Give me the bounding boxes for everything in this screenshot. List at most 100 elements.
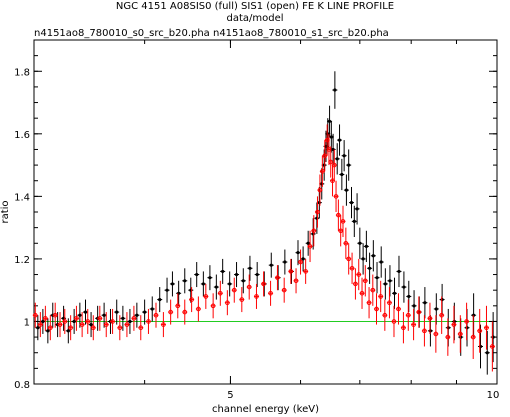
marker bbox=[361, 257, 365, 261]
marker bbox=[143, 310, 147, 314]
marker bbox=[83, 310, 88, 314]
data-point bbox=[65, 318, 71, 344]
marker bbox=[241, 279, 245, 283]
marker bbox=[340, 172, 344, 177]
data-point bbox=[157, 287, 163, 313]
data-series bbox=[32, 71, 496, 375]
data-point bbox=[40, 308, 46, 334]
marker bbox=[150, 307, 154, 311]
marker bbox=[317, 201, 321, 205]
marker bbox=[366, 300, 372, 305]
data-point bbox=[477, 308, 483, 353]
data-point bbox=[194, 262, 200, 288]
marker bbox=[407, 294, 411, 299]
data-point bbox=[281, 277, 287, 303]
marker bbox=[392, 291, 397, 295]
data-point bbox=[52, 302, 58, 328]
marker bbox=[387, 300, 392, 305]
data-point bbox=[338, 215, 344, 247]
marker bbox=[246, 284, 252, 290]
series-0 bbox=[35, 71, 496, 375]
marker bbox=[275, 275, 280, 280]
data-point bbox=[35, 315, 41, 341]
marker bbox=[210, 303, 216, 309]
marker bbox=[303, 269, 308, 274]
data-point bbox=[340, 205, 346, 238]
marker bbox=[306, 241, 310, 245]
marker bbox=[343, 240, 349, 246]
data-point bbox=[433, 315, 439, 353]
data-point bbox=[57, 312, 63, 338]
marker bbox=[470, 334, 476, 340]
data-point bbox=[362, 265, 368, 297]
marker bbox=[320, 182, 324, 186]
marker bbox=[90, 325, 96, 331]
marker bbox=[146, 319, 151, 324]
data-point bbox=[360, 243, 366, 275]
data-point bbox=[352, 268, 358, 300]
data-point bbox=[317, 174, 323, 206]
marker bbox=[261, 281, 266, 287]
marker bbox=[158, 297, 162, 302]
marker bbox=[458, 331, 463, 337]
data-point bbox=[331, 149, 337, 181]
marker bbox=[331, 162, 337, 168]
marker bbox=[225, 300, 230, 305]
x-tick-label: 5 bbox=[227, 390, 233, 401]
marker bbox=[78, 313, 82, 317]
marker bbox=[298, 259, 303, 265]
data-point bbox=[282, 249, 288, 275]
marker bbox=[102, 313, 106, 317]
marker bbox=[364, 244, 368, 248]
data-point bbox=[489, 321, 495, 372]
data-point bbox=[295, 240, 301, 266]
data-point bbox=[366, 287, 372, 319]
data-point bbox=[422, 287, 428, 319]
data-point bbox=[42, 305, 48, 331]
marker bbox=[383, 282, 387, 286]
data-point bbox=[120, 305, 126, 331]
marker bbox=[311, 228, 317, 234]
data-point bbox=[200, 271, 206, 297]
marker bbox=[234, 272, 239, 277]
marker bbox=[115, 310, 119, 314]
data-point bbox=[339, 158, 345, 191]
marker bbox=[38, 322, 43, 327]
data-point bbox=[182, 268, 188, 294]
data-point bbox=[300, 246, 306, 272]
marker bbox=[371, 254, 375, 258]
data-point bbox=[400, 312, 406, 344]
data-point bbox=[124, 312, 130, 338]
marker bbox=[315, 216, 319, 220]
marker bbox=[416, 309, 422, 315]
marker bbox=[189, 297, 194, 302]
marker bbox=[340, 219, 346, 224]
marker bbox=[355, 207, 359, 211]
data-point bbox=[319, 155, 325, 187]
data-point bbox=[145, 308, 151, 334]
marker bbox=[382, 312, 388, 318]
marker bbox=[218, 291, 223, 296]
data-point bbox=[79, 312, 85, 338]
data-point bbox=[117, 315, 123, 341]
data-point bbox=[175, 293, 181, 319]
marker bbox=[317, 187, 323, 193]
marker bbox=[79, 322, 85, 327]
marker bbox=[423, 301, 427, 305]
chart-subtitle: data/model bbox=[226, 13, 284, 24]
data-point bbox=[227, 271, 233, 297]
marker bbox=[307, 244, 313, 249]
marker bbox=[378, 294, 383, 299]
marker bbox=[255, 272, 259, 277]
data-point bbox=[333, 180, 339, 212]
marker bbox=[124, 322, 130, 327]
data-point bbox=[207, 265, 213, 291]
marker bbox=[335, 157, 339, 161]
marker bbox=[195, 272, 199, 277]
marker bbox=[464, 319, 469, 324]
data-point bbox=[378, 246, 384, 278]
data-point bbox=[142, 299, 148, 325]
plot-frame bbox=[33, 39, 498, 385]
data-point bbox=[314, 196, 320, 228]
marker bbox=[346, 256, 351, 262]
